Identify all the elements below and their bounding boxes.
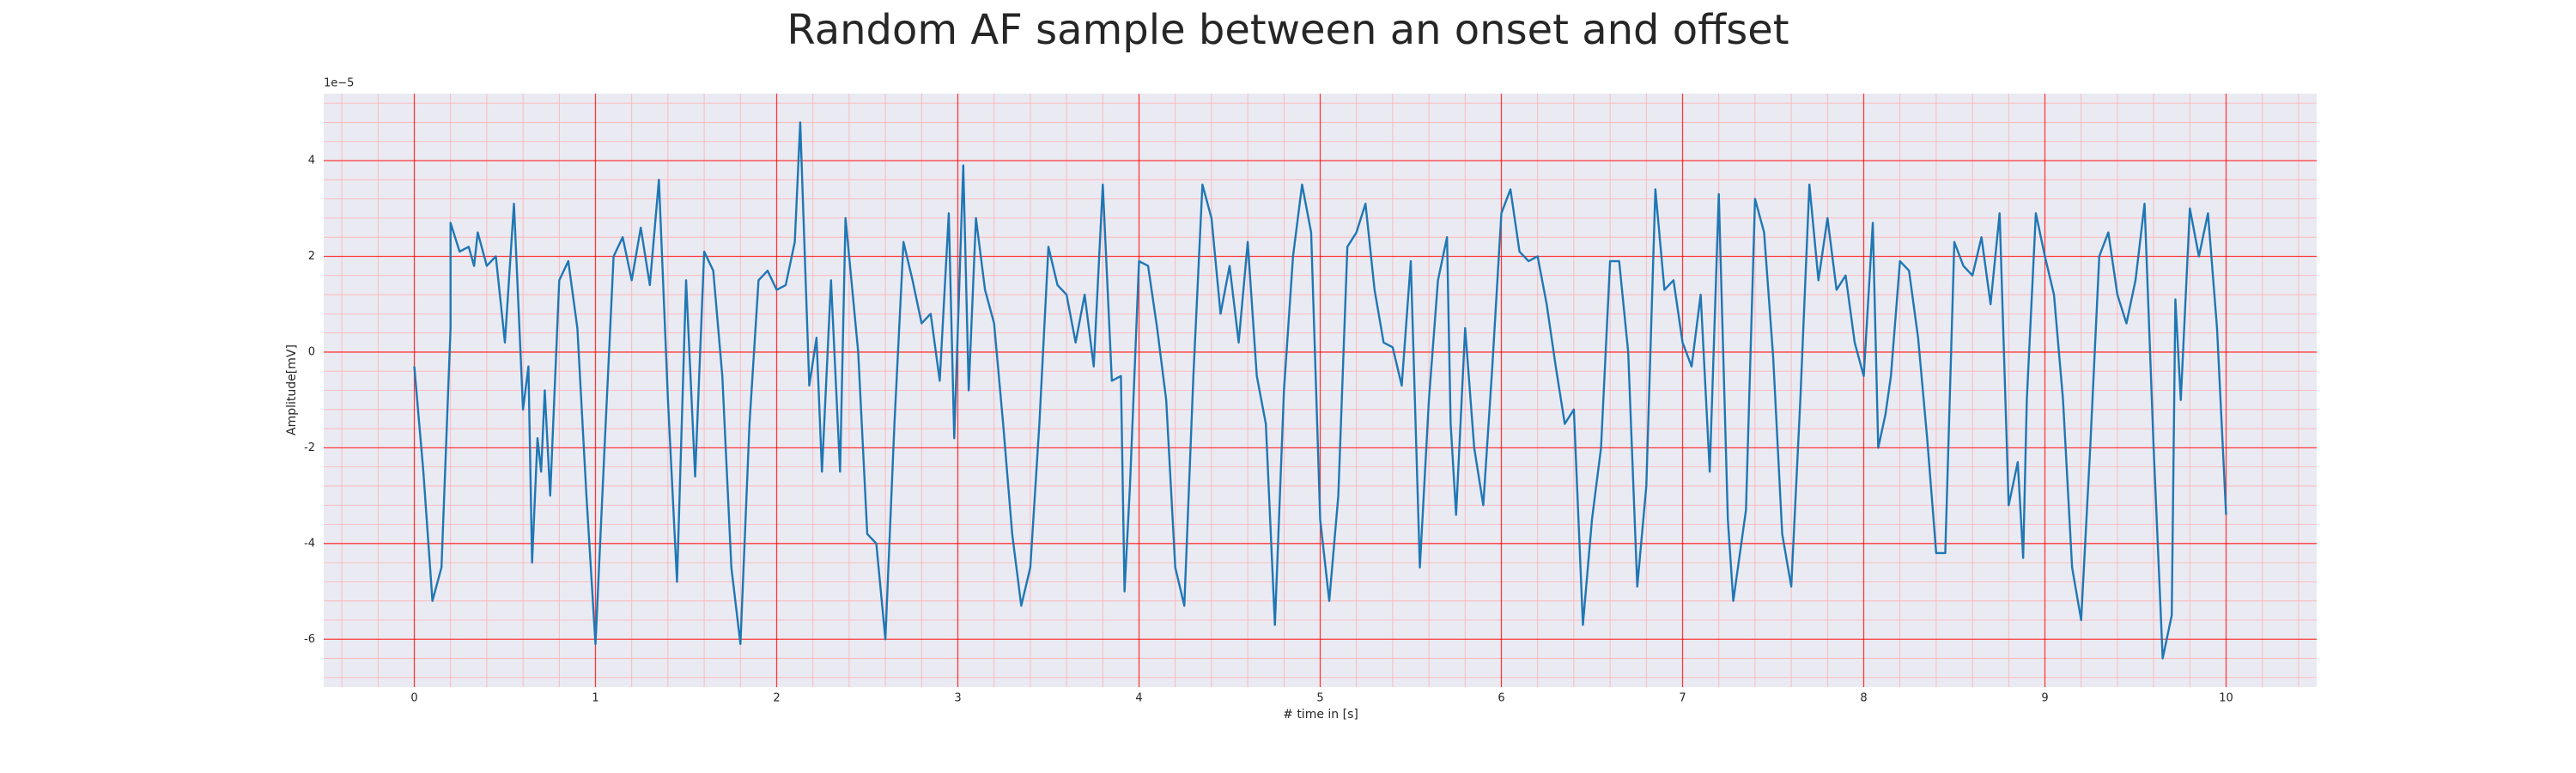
x-tick-label: 7 (1679, 692, 1686, 705)
x-tick-label: 5 (1316, 692, 1323, 705)
y-tick-label: 2 (308, 250, 315, 263)
x-tick-label: 3 (954, 692, 961, 705)
x-tick-label: 6 (1498, 692, 1504, 705)
x-tick-label: 10 (2219, 692, 2233, 705)
x-tick-label: 2 (773, 692, 780, 705)
y-tick-label: 4 (308, 155, 315, 167)
y-offset-label: 1e−5 (324, 77, 354, 90)
x-tick-label: 8 (1860, 692, 1867, 705)
x-tick-label: 4 (1135, 692, 1142, 705)
y-axis-label: Amplitude[mV] (285, 344, 299, 435)
y-tick-label: -6 (304, 633, 315, 646)
signal-line (413, 121, 2227, 660)
y-tick-label: 0 (308, 345, 315, 358)
x-tick-label: 9 (2041, 692, 2048, 705)
chart-title: Random AF sample between an onset and of… (787, 6, 1789, 54)
x-tick-label: 1 (592, 692, 598, 705)
x-axis-label: # time in [s] (1283, 708, 1358, 721)
y-tick-label: -4 (304, 537, 315, 550)
x-tick-label: 0 (410, 692, 417, 705)
y-tick-label: -2 (304, 441, 315, 454)
